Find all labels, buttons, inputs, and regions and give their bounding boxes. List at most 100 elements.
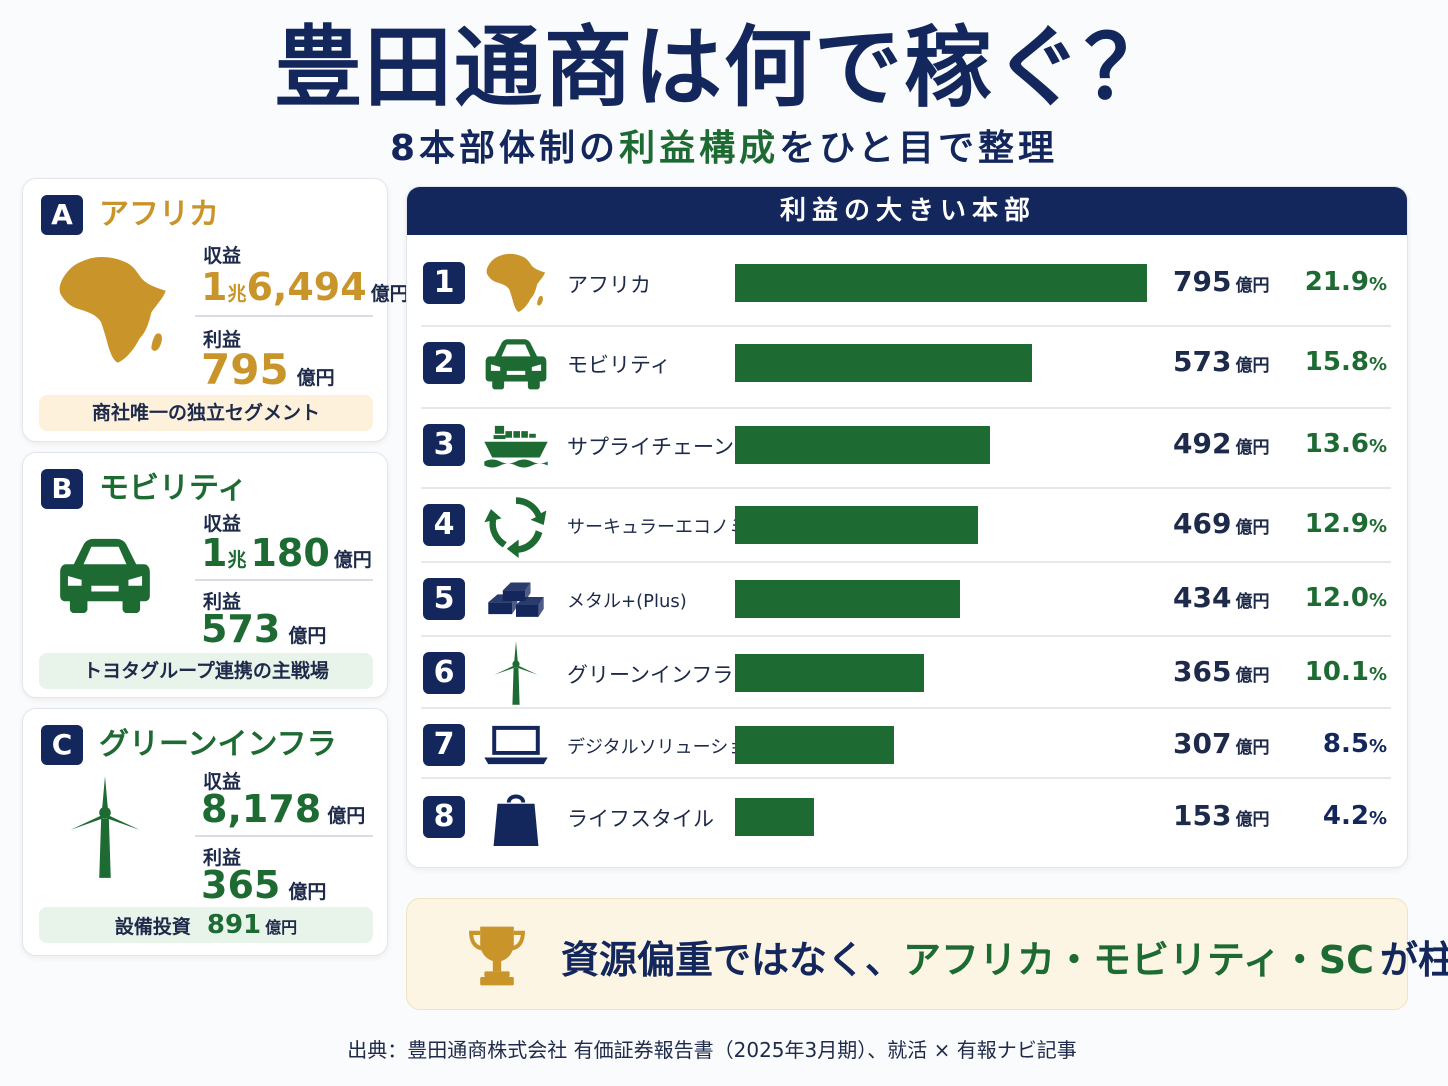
percent-unit: % [1368,274,1387,295]
profit-share: 4.2% [1323,801,1387,831]
conclusion-text: 資源偏重ではなく、アフリカ・モビリティ・SC が柱 [561,929,1448,984]
capex-value: 891 [206,910,262,940]
profit-unit: 億円 [288,625,327,647]
profit-value-number: 153 [1173,799,1232,832]
conclusion-banner: 資源偏重ではなく、アフリカ・モビリティ・SC が柱 [406,898,1448,1010]
profit-value: 469 億円 [1173,507,1269,540]
profit-value-number: 365 [1173,655,1232,688]
page-title: 豊田通商は何で稼ぐ？ [273,16,1174,119]
capex-unit: 億円 [265,918,298,937]
segment-name: ライフスタイル [567,807,714,831]
percent-unit: % [1368,664,1387,685]
row-divider [421,325,1391,327]
profit-bar [735,654,924,692]
percent-unit: % [1368,516,1387,537]
revenue-unit: 億円 [333,549,372,571]
rank-number: 1 [423,262,465,304]
segment-name: デジタルソリューション [567,737,765,758]
profit-value-number: 795 [201,345,289,394]
profit-value-number: 434 [1173,581,1232,614]
profit-unit: 億円 [1235,810,1270,830]
profit-value: 795 億円 [1173,265,1269,298]
metal-ingots-icon [483,566,549,632]
profit-value-number: 573 [1173,345,1232,378]
revenue-value: 8,178 億円 [201,787,365,831]
ranking-row: 1 アフリカ 795 億円 21.9% [407,255,1407,333]
revenue-label: 収益 [203,245,242,267]
segment-card-africa: A アフリカ 収益 1兆6,494 億円 利益 795 億円 商社唯一の独立セグメン… [22,178,409,442]
rank-number: 7 [423,724,465,766]
profit-value: 365 億円 [201,863,326,907]
profit-value-number: 469 [1173,507,1232,540]
profit-value-number: 573 [201,607,281,651]
ranking-row: 2 モビリティ 573 億円 15.8% [407,335,1407,413]
profit-label: 利益 [203,329,242,351]
profit-value: 795 億円 [201,345,335,394]
rank-number: 4 [423,504,465,546]
card-badge: C [41,725,83,765]
wind-turbine-icon [57,767,153,887]
revenue-label: 収益 [203,771,242,793]
rank-number: 8 [423,796,465,838]
revenue-value: 1兆 180 億円 [201,531,372,575]
row-divider [421,407,1391,409]
capex-label: 設備投資 [114,916,191,938]
wind-turbine-icon [483,640,549,706]
rank-number: 5 [423,578,465,620]
ranking-row: 8 ライフスタイル 153 億円 4.2% [407,787,1407,865]
profit-unit: 億円 [1235,738,1270,758]
profit-unit: 億円 [1235,356,1270,376]
ranking-row: 4 サーキュラーエコノミー 469 億円 12.9% [407,497,1407,575]
revenue-value: 1兆6,494 億円 [201,265,409,309]
profit-share: 12.9% [1305,509,1387,539]
revenue-value-main: 1 [201,531,228,575]
card-title: アフリカ [99,197,219,232]
profit-bar [735,506,978,544]
profit-share: 21.9% [1305,267,1387,297]
percent-unit: % [1368,354,1387,375]
laptop-icon [483,712,549,778]
profit-value: 573 億円 [1173,345,1269,378]
profit-value: 492 億円 [1173,427,1269,460]
revenue-value-mid: 兆 [227,549,247,571]
profit-share-number: 4.2 [1322,801,1369,831]
rank-number: 6 [423,652,465,694]
africa-map-icon [483,250,549,316]
trophy-icon [459,921,535,991]
row-divider [421,635,1391,637]
rank-number: 3 [423,424,465,466]
profit-unit: 億円 [288,881,327,903]
card-divider [195,579,373,581]
card-badge: A [41,195,83,235]
revenue-unit: 億円 [370,283,409,305]
card-note: 商社唯一の独立セグメント [39,395,373,431]
profit-share-number: 10.1 [1304,657,1369,687]
revenue-value-main: 1 [201,265,228,309]
recycle-icon [483,492,549,558]
row-divider [421,707,1391,709]
card-title: モビリティ [99,471,248,506]
profit-unit: 億円 [1235,666,1270,686]
percent-unit: % [1368,808,1387,829]
card-badge: B [41,469,83,509]
profit-value-number: 307 [1173,727,1232,760]
profit-value-number: 365 [201,863,281,907]
segment-name: アフリカ [567,273,651,297]
profit-ranking-panel: 利益の大きい本部 1 アフリカ 795 億円 21.9% 2 モビリティ 573 億円 15.8%… [406,186,1408,868]
subtitle-part1: 8本部体制の [390,128,620,169]
percent-unit: % [1368,436,1387,457]
ranking-row: 5 メタル+(Plus) 434 億円 12.0% [407,571,1407,649]
ranking-header: 利益の大きい本部 [407,187,1407,235]
africa-map-icon [53,245,173,375]
percent-unit: % [1368,736,1387,757]
profit-share-number: 13.6 [1304,429,1369,459]
conclusion-highlight: アフリカ・モビリティ・SC [903,938,1374,982]
profit-share: 15.8% [1305,347,1387,377]
segment-name: モビリティ [567,353,671,377]
segment-name: サプライチェーン [567,435,734,459]
row-divider [421,487,1391,489]
revenue-value-mid: 兆 [227,283,247,305]
rank-number: 2 [423,342,465,384]
profit-unit: 億円 [296,367,335,389]
ranking-row: 6 グリーンインフラ 365 億円 10.1% [407,645,1407,723]
